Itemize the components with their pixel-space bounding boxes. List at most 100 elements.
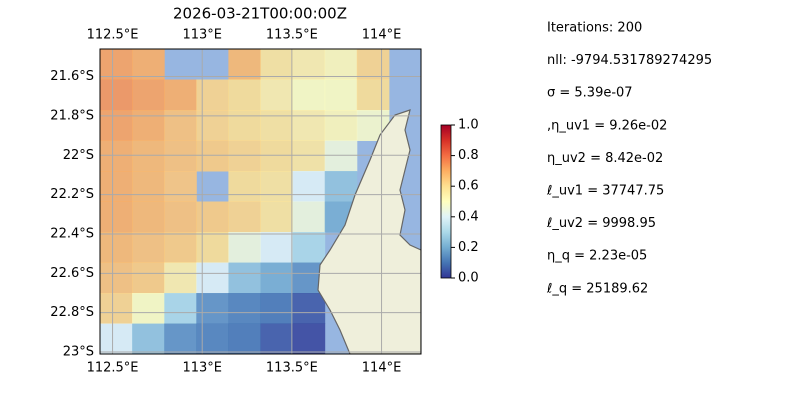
lat-label: 22.2°S	[50, 187, 94, 202]
field-cell	[228, 140, 261, 172]
field-cell	[132, 323, 165, 354]
lat-label: 21.8°S	[50, 108, 94, 123]
field-cell	[292, 201, 326, 233]
field-cell	[324, 171, 358, 202]
field-cell	[228, 110, 261, 141]
field-cell	[196, 140, 229, 172]
stat-line: ℓ_q = 25189.62	[546, 281, 648, 296]
stat-line: η_q = 2.23e-05	[547, 249, 647, 264]
field-cell	[132, 262, 165, 294]
field-cell	[324, 110, 358, 141]
field-cell	[100, 232, 133, 263]
field-cell	[228, 201, 261, 233]
field-cell	[228, 262, 261, 294]
stat-line: nll: -9794.531789274295	[547, 53, 712, 68]
field-cell	[100, 171, 133, 202]
field-cell	[100, 140, 133, 172]
field-cell	[260, 79, 294, 111]
field-cell	[356, 79, 390, 111]
field-cell	[196, 262, 229, 294]
field-cell	[228, 293, 261, 324]
map-frame	[99, 48, 422, 355]
field-cell	[260, 140, 294, 172]
field-cell	[100, 323, 133, 354]
field-cell	[132, 49, 165, 80]
field-cell	[164, 262, 197, 294]
lon-label-top: 112.5°E	[87, 28, 139, 43]
lat-label: 23°S	[63, 345, 94, 360]
field-cell	[132, 293, 165, 324]
lon-label-top: 113°E	[182, 28, 222, 43]
field-cell	[260, 201, 294, 233]
field-cell	[100, 262, 133, 294]
lat-label: 22.8°S	[50, 305, 94, 320]
field-cell	[260, 49, 294, 80]
field-cell	[132, 232, 165, 263]
land	[317, 109, 421, 354]
field-cell	[132, 110, 165, 141]
colorbar-tick-label: 1.0	[458, 118, 479, 133]
field-cell	[164, 171, 197, 202]
field-cell	[228, 232, 261, 263]
lon-label-bottom: 113°E	[182, 361, 222, 376]
lat-label: 22°S	[63, 148, 94, 163]
field-cell	[292, 140, 326, 172]
field-cell	[260, 110, 294, 141]
field-cell	[292, 293, 326, 324]
field-cell	[260, 293, 294, 324]
field-cell	[228, 79, 261, 111]
field-cell	[196, 201, 229, 233]
field-cell	[132, 140, 165, 172]
colorbar	[440, 124, 452, 279]
lon-label-bottom: 112.5°E	[87, 361, 139, 376]
field-cell	[196, 323, 229, 354]
field-cell	[292, 323, 326, 354]
field-cell	[228, 323, 261, 354]
field-cell	[100, 110, 133, 141]
stat-line: σ = 5.39e-07	[547, 86, 633, 101]
field-cell	[132, 171, 165, 202]
field-cell	[196, 293, 229, 324]
field-cell	[228, 171, 261, 202]
colorbar-tick-label: 0.6	[458, 179, 479, 194]
lon-label-top: 114°E	[362, 28, 402, 43]
field-cell	[260, 262, 294, 294]
field-cell	[260, 232, 294, 263]
stat-line: η_uv2 = 8.42e-02	[547, 151, 663, 166]
field-cell	[292, 110, 326, 141]
field-cell	[164, 232, 197, 263]
stat-line: ,η_uv1 = 9.26e-02	[547, 118, 667, 133]
colorbar-tick-label: 0.8	[458, 148, 479, 163]
field-cell	[132, 201, 165, 233]
field-cell	[132, 79, 165, 111]
field-cell	[292, 79, 326, 111]
field-cell	[164, 79, 197, 111]
field-cell	[164, 293, 197, 324]
field-cell	[100, 49, 133, 80]
field-cell	[100, 201, 133, 233]
field-cell	[164, 323, 197, 354]
field-cell	[196, 110, 229, 141]
field-cell	[292, 49, 326, 80]
lon-label-top: 113.5°E	[266, 28, 318, 43]
map-title: 2026-03-21T00:00:00Z	[173, 5, 347, 23]
stat-line: ℓ_uv1 = 37747.75	[546, 184, 664, 199]
field-cell	[196, 232, 229, 263]
stat-line: ℓ_uv2 = 9998.95	[546, 216, 656, 231]
field-cell	[292, 232, 326, 263]
colorbar-tick-label: 0.0	[458, 271, 479, 286]
field-cell	[260, 323, 294, 354]
lon-label-bottom: 114°E	[362, 361, 402, 376]
lon-label-bottom: 113.5°E	[266, 361, 318, 376]
colorbar-tick-label: 0.2	[458, 240, 479, 255]
field-cell	[228, 49, 261, 80]
colorbar-tick-label: 0.4	[458, 209, 479, 224]
lat-label: 22.4°S	[50, 226, 94, 241]
field-cell	[324, 49, 358, 80]
field-cell	[164, 201, 197, 233]
lat-label: 21.6°S	[50, 69, 94, 84]
field-cell	[100, 293, 133, 324]
field-cell	[164, 140, 197, 172]
graticule	[100, 49, 421, 354]
